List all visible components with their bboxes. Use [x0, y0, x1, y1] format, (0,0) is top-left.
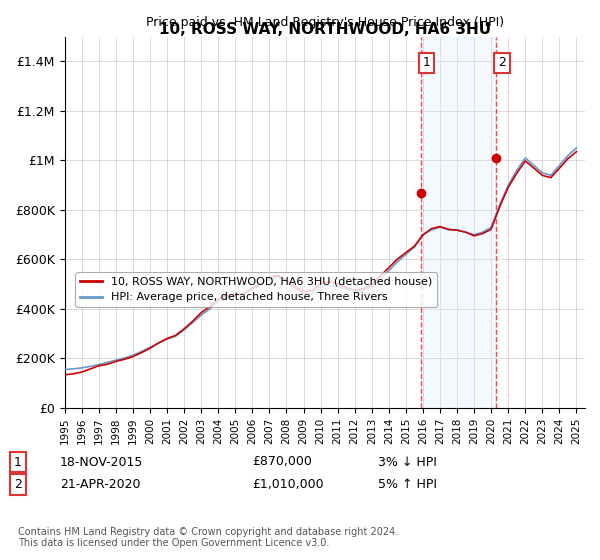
Text: 21-APR-2020: 21-APR-2020: [60, 478, 140, 491]
Text: 3% ↓ HPI: 3% ↓ HPI: [378, 455, 437, 469]
Text: 5% ↑ HPI: 5% ↑ HPI: [378, 478, 437, 491]
Text: 1: 1: [422, 57, 430, 69]
Text: 2: 2: [498, 57, 506, 69]
Text: £870,000: £870,000: [252, 455, 312, 469]
Text: Contains HM Land Registry data © Crown copyright and database right 2024.
This d: Contains HM Land Registry data © Crown c…: [18, 527, 398, 548]
Text: 2: 2: [14, 478, 22, 491]
Title: 10, ROSS WAY, NORTHWOOD, HA6 3HU: 10, ROSS WAY, NORTHWOOD, HA6 3HU: [159, 22, 491, 36]
Text: £1,010,000: £1,010,000: [252, 478, 323, 491]
Legend: 10, ROSS WAY, NORTHWOOD, HA6 3HU (detached house), HPI: Average price, detached : 10, ROSS WAY, NORTHWOOD, HA6 3HU (detach…: [76, 272, 437, 307]
Text: 1: 1: [14, 455, 22, 469]
Text: Price paid vs. HM Land Registry's House Price Index (HPI): Price paid vs. HM Land Registry's House …: [146, 16, 504, 29]
Bar: [421, 36, 496, 408]
Text: 18-NOV-2015: 18-NOV-2015: [60, 455, 143, 469]
